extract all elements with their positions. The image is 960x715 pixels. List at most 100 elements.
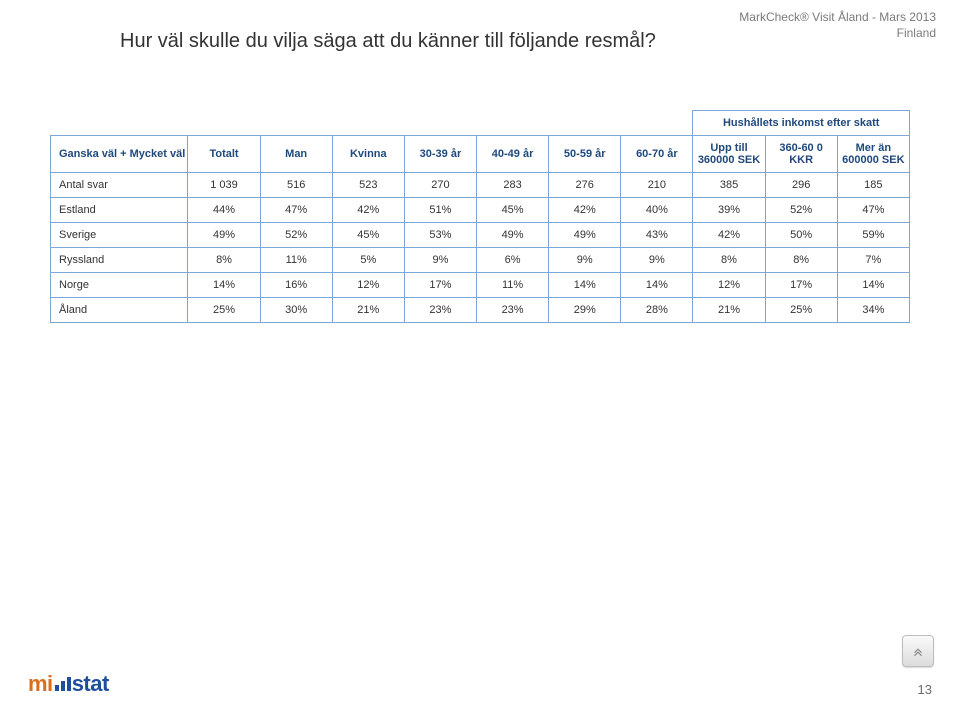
blank-corner bbox=[51, 111, 188, 136]
table-cell: 45% bbox=[332, 223, 404, 248]
table-cell: 42% bbox=[549, 198, 621, 223]
table-cell: 49% bbox=[188, 223, 260, 248]
table-cell: 23% bbox=[404, 298, 476, 323]
table-cell: 17% bbox=[404, 273, 476, 298]
table-cell: 11% bbox=[260, 248, 332, 273]
table-cell: 34% bbox=[837, 298, 909, 323]
col-header: 40-49 år bbox=[477, 136, 549, 173]
table-cell: 185 bbox=[837, 173, 909, 198]
table-cell: 9% bbox=[404, 248, 476, 273]
logo-bars-icon bbox=[55, 677, 71, 691]
table-cell: 8% bbox=[765, 248, 837, 273]
col-header: 60-70 år bbox=[621, 136, 693, 173]
row-label: Åland bbox=[51, 298, 188, 323]
table-cell: 21% bbox=[332, 298, 404, 323]
table-cell: 25% bbox=[188, 298, 260, 323]
table-row: Sverige49%52%45%53%49%49%43%42%50%59% bbox=[51, 223, 910, 248]
table-cell: 296 bbox=[765, 173, 837, 198]
table-cell: 25% bbox=[765, 298, 837, 323]
table-cell: 42% bbox=[332, 198, 404, 223]
table-row: Ryssland8%11%5%9%6%9%9%8%8%7% bbox=[51, 248, 910, 273]
logo-part-mi: mi bbox=[28, 671, 53, 697]
table-cell: 45% bbox=[477, 198, 549, 223]
col-header: Kvinna bbox=[332, 136, 404, 173]
table-cell: 523 bbox=[332, 173, 404, 198]
table-header-row: Ganska väl + Mycket väl Totalt Man Kvinn… bbox=[51, 136, 910, 173]
table-cell: 283 bbox=[477, 173, 549, 198]
table-cell: 8% bbox=[693, 248, 765, 273]
col-header: 50-59 år bbox=[549, 136, 621, 173]
col-header: 30-39 år bbox=[404, 136, 476, 173]
table-cell: 52% bbox=[765, 198, 837, 223]
table-cell: 14% bbox=[837, 273, 909, 298]
mistat-logo: mi stat bbox=[28, 671, 109, 697]
table-cell: 42% bbox=[693, 223, 765, 248]
table-cell: 39% bbox=[693, 198, 765, 223]
table-cell: 276 bbox=[549, 173, 621, 198]
income-super-header: Hushållets inkomst efter skatt bbox=[693, 111, 910, 136]
table-cell: 6% bbox=[477, 248, 549, 273]
data-table: Hushållets inkomst efter skatt Ganska vä… bbox=[50, 110, 910, 323]
table-cell: 11% bbox=[477, 273, 549, 298]
table-cell: 44% bbox=[188, 198, 260, 223]
table-row: Antal svar1 0395165232702832762103852961… bbox=[51, 173, 910, 198]
table-cell: 49% bbox=[549, 223, 621, 248]
table-cell: 9% bbox=[621, 248, 693, 273]
table-cell: 16% bbox=[260, 273, 332, 298]
table-cell: 43% bbox=[621, 223, 693, 248]
table-cell: 52% bbox=[260, 223, 332, 248]
row-label: Antal svar bbox=[51, 173, 188, 198]
table-cell: 30% bbox=[260, 298, 332, 323]
table-cell: 21% bbox=[693, 298, 765, 323]
country-line: Finland bbox=[739, 26, 936, 42]
table-cell: 49% bbox=[477, 223, 549, 248]
table-cell: 9% bbox=[549, 248, 621, 273]
table-cell: 14% bbox=[621, 273, 693, 298]
table-cell: 23% bbox=[477, 298, 549, 323]
row-label: Norge bbox=[51, 273, 188, 298]
table-cell: 12% bbox=[693, 273, 765, 298]
table-cell: 8% bbox=[188, 248, 260, 273]
table-cell: 210 bbox=[621, 173, 693, 198]
table-row: Norge14%16%12%17%11%14%14%12%17%14% bbox=[51, 273, 910, 298]
table-cell: 14% bbox=[188, 273, 260, 298]
table-cell: 47% bbox=[260, 198, 332, 223]
table-cell: 51% bbox=[404, 198, 476, 223]
report-meta: MarkCheck® Visit Åland - Mars 2013 Finla… bbox=[739, 10, 936, 41]
table-cell: 12% bbox=[332, 273, 404, 298]
data-table-wrap: Hushållets inkomst efter skatt Ganska vä… bbox=[50, 110, 910, 323]
table-cell: 5% bbox=[332, 248, 404, 273]
col-header: Upp till 360000 SEK bbox=[693, 136, 765, 173]
row-header-label: Ganska väl + Mycket väl bbox=[51, 136, 188, 173]
col-header: 360-60 0 KKR bbox=[765, 136, 837, 173]
col-header: Mer än 600000 SEK bbox=[837, 136, 909, 173]
page-title: Hur väl skulle du vilja säga att du känn… bbox=[120, 30, 656, 53]
scroll-top-button[interactable] bbox=[902, 635, 934, 667]
table-cell: 17% bbox=[765, 273, 837, 298]
table-cell: 47% bbox=[837, 198, 909, 223]
table-cell: 1 039 bbox=[188, 173, 260, 198]
col-header: Man bbox=[260, 136, 332, 173]
table-cell: 385 bbox=[693, 173, 765, 198]
table-cell: 53% bbox=[404, 223, 476, 248]
table-row: Estland44%47%42%51%45%42%40%39%52%47% bbox=[51, 198, 910, 223]
table-cell: 270 bbox=[404, 173, 476, 198]
table-cell: 59% bbox=[837, 223, 909, 248]
logo-part-stat: stat bbox=[72, 671, 109, 697]
page-number: 13 bbox=[918, 682, 932, 697]
blank-span bbox=[188, 111, 693, 136]
table-body: Antal svar1 0395165232702832762103852961… bbox=[51, 173, 910, 323]
row-label: Sverige bbox=[51, 223, 188, 248]
table-cell: 14% bbox=[549, 273, 621, 298]
row-label: Estland bbox=[51, 198, 188, 223]
table-super-header-row: Hushållets inkomst efter skatt bbox=[51, 111, 910, 136]
col-header: Totalt bbox=[188, 136, 260, 173]
chevron-up-icon bbox=[911, 644, 925, 658]
table-cell: 7% bbox=[837, 248, 909, 273]
table-cell: 29% bbox=[549, 298, 621, 323]
table-cell: 516 bbox=[260, 173, 332, 198]
row-label: Ryssland bbox=[51, 248, 188, 273]
table-row: Åland25%30%21%23%23%29%28%21%25%34% bbox=[51, 298, 910, 323]
brand-line: MarkCheck® Visit Åland - Mars 2013 bbox=[739, 10, 936, 26]
table-cell: 40% bbox=[621, 198, 693, 223]
